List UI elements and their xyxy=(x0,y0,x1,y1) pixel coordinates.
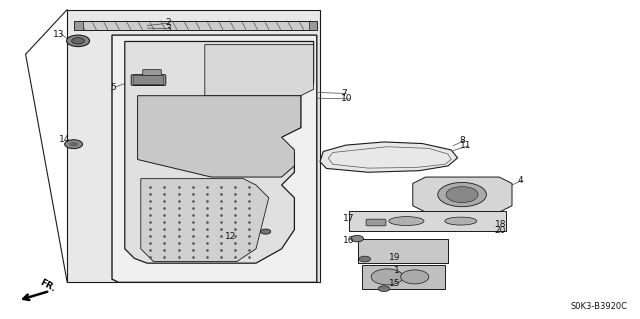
Polygon shape xyxy=(413,177,512,212)
Polygon shape xyxy=(74,21,317,30)
Text: 8: 8 xyxy=(460,136,465,145)
Text: 11: 11 xyxy=(460,141,471,150)
Circle shape xyxy=(67,35,90,47)
Circle shape xyxy=(446,187,478,203)
Text: 16: 16 xyxy=(343,236,355,245)
Text: S0K3-B3920C: S0K3-B3920C xyxy=(570,302,627,311)
Ellipse shape xyxy=(388,217,424,226)
Polygon shape xyxy=(320,142,458,172)
FancyBboxPatch shape xyxy=(131,75,166,85)
Circle shape xyxy=(260,229,271,234)
Circle shape xyxy=(72,38,84,44)
Text: 15: 15 xyxy=(389,279,401,288)
Text: FR.: FR. xyxy=(38,278,57,293)
Polygon shape xyxy=(362,265,445,289)
Polygon shape xyxy=(125,41,314,263)
Polygon shape xyxy=(67,10,320,282)
Ellipse shape xyxy=(445,217,477,225)
Circle shape xyxy=(359,256,371,262)
FancyBboxPatch shape xyxy=(133,76,164,85)
Text: 3: 3 xyxy=(165,24,171,33)
Circle shape xyxy=(351,235,364,242)
Text: 17: 17 xyxy=(343,214,355,223)
Circle shape xyxy=(378,286,390,292)
Polygon shape xyxy=(112,35,317,282)
FancyBboxPatch shape xyxy=(143,70,161,76)
Circle shape xyxy=(371,269,403,285)
Text: 20: 20 xyxy=(495,226,506,235)
Text: 2: 2 xyxy=(165,19,171,27)
Polygon shape xyxy=(74,21,83,30)
Text: 4: 4 xyxy=(517,176,523,185)
Text: 7: 7 xyxy=(341,89,347,98)
Text: 12: 12 xyxy=(225,232,237,241)
Polygon shape xyxy=(141,179,269,262)
Circle shape xyxy=(65,140,83,149)
Circle shape xyxy=(438,182,486,207)
Polygon shape xyxy=(138,96,301,177)
Polygon shape xyxy=(205,45,314,96)
Polygon shape xyxy=(358,239,448,263)
FancyBboxPatch shape xyxy=(366,219,386,226)
Text: 13: 13 xyxy=(52,30,64,39)
Text: 10: 10 xyxy=(341,94,353,103)
Text: 14: 14 xyxy=(59,135,70,144)
Text: 1: 1 xyxy=(394,266,400,275)
Polygon shape xyxy=(309,21,317,30)
Circle shape xyxy=(401,270,429,284)
Polygon shape xyxy=(349,211,506,231)
Text: 5: 5 xyxy=(110,83,116,92)
Text: 19: 19 xyxy=(389,253,401,262)
Text: 18: 18 xyxy=(495,220,506,229)
Circle shape xyxy=(69,142,78,146)
